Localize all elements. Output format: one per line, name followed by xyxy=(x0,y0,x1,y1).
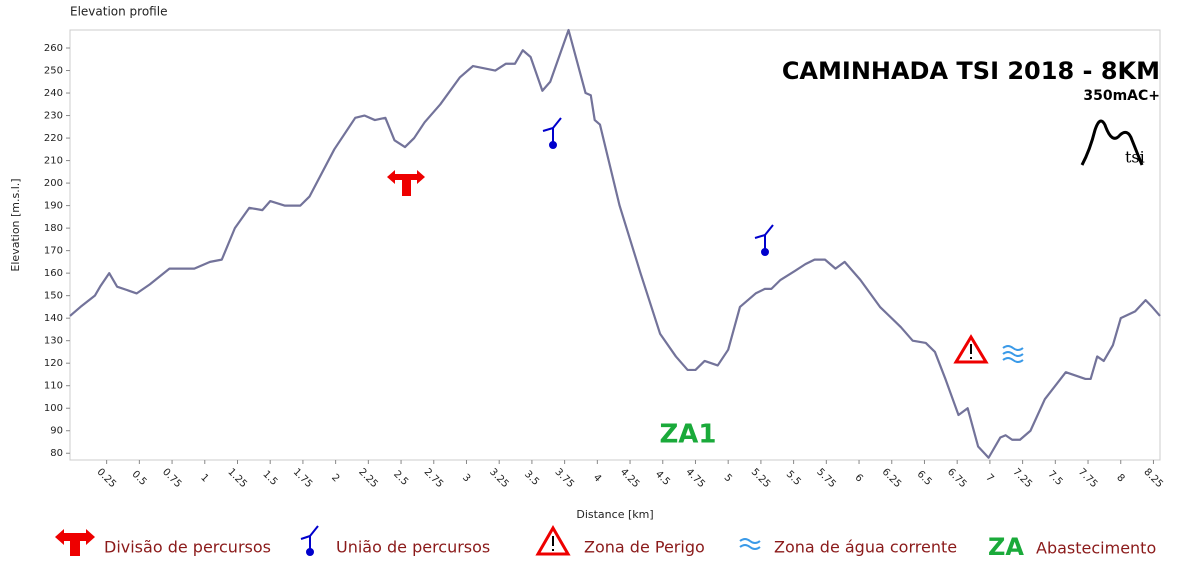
legend-label: Zona de água corrente xyxy=(774,538,957,557)
y-tick-label: 160 xyxy=(44,268,63,279)
y-tick-label: 250 xyxy=(44,66,63,77)
y-tick-label: 230 xyxy=(44,111,63,122)
x-tick-label: 2 xyxy=(329,472,341,484)
y-tick-label: 110 xyxy=(44,381,63,392)
legend-label: Divisão de percursos xyxy=(104,538,271,557)
legend-label: Abastecimento xyxy=(1036,539,1156,558)
logo: tsi xyxy=(1080,119,1145,167)
header: Elevation profile xyxy=(70,5,167,19)
split-icon xyxy=(387,170,425,196)
x-tick-label: 5 xyxy=(722,472,734,484)
x-tick-label: 5.5 xyxy=(784,469,803,488)
x-tick-label: 4.25 xyxy=(618,467,642,491)
x-tick-label: 7.75 xyxy=(1076,467,1100,491)
legend-label: Zona de Perigo xyxy=(584,538,705,557)
y-tick-label: 170 xyxy=(44,246,63,257)
y-tick-label: 120 xyxy=(44,358,63,369)
x-tick-label: 1.25 xyxy=(225,467,249,491)
x-tick-label: 8.25 xyxy=(1141,467,1165,491)
y-tick-label: 210 xyxy=(44,156,63,167)
x-tick-label: 4.75 xyxy=(683,467,707,491)
x-tick-label: 6.75 xyxy=(945,467,969,491)
y-tick-label: 90 xyxy=(50,426,63,437)
legend-label: União de percursos xyxy=(336,538,490,557)
y-tick-label: 260 xyxy=(44,43,63,54)
x-tick-label: 1.5 xyxy=(260,469,279,488)
x-tick-label: 7.25 xyxy=(1010,467,1034,491)
y-tick-label: 200 xyxy=(44,178,63,189)
y-tick-label: 80 xyxy=(50,448,63,459)
x-tick-label: 6.25 xyxy=(880,467,904,491)
x-tick-label: 0.25 xyxy=(95,467,119,491)
legend-danger-icon xyxy=(535,524,571,556)
x-tick-label: 7.5 xyxy=(1045,469,1064,488)
x-tick-label: 2.5 xyxy=(391,469,410,488)
x-tick-label: 3 xyxy=(460,472,472,484)
plot-frame xyxy=(69,29,1161,461)
x-tick-label: 6.5 xyxy=(915,469,934,488)
y-tick-label: 180 xyxy=(44,223,63,234)
x-tick-label: 8 xyxy=(1114,472,1126,484)
x-axis-label: Distance [km] xyxy=(576,508,653,521)
x-tick-label: 4 xyxy=(591,472,603,484)
y-tick-label: 140 xyxy=(44,313,63,324)
x-tick-label: 0.5 xyxy=(129,469,148,488)
logo-text: tsi xyxy=(1125,148,1145,167)
x-tick-label: 2.75 xyxy=(422,467,446,491)
x-tick-label: 1 xyxy=(198,472,210,484)
legend-za: ZA xyxy=(988,533,1024,559)
x-tick-label: 1.75 xyxy=(291,467,315,491)
y-tick-label: 100 xyxy=(44,403,63,414)
water-icon xyxy=(1002,345,1024,363)
x-tick-label: 7 xyxy=(983,472,995,484)
legend-split-icon xyxy=(55,529,95,556)
join-icon xyxy=(542,117,562,149)
x-tick-label: 3.75 xyxy=(553,467,577,491)
x-tick-label: 4.5 xyxy=(653,469,672,488)
danger-icon xyxy=(953,334,989,364)
elevation-line xyxy=(69,28,1161,459)
subtitle: 350mAC+ xyxy=(1083,88,1160,104)
x-tick-label: 3.25 xyxy=(487,467,511,491)
y-tick-label: 220 xyxy=(44,133,63,144)
y-tick-label: 150 xyxy=(44,291,63,302)
x-tick-label: 3.5 xyxy=(522,469,541,488)
join-icon xyxy=(754,224,774,256)
y-axis-label: Elevation [m.s.l.] xyxy=(9,178,22,271)
legend-join-icon xyxy=(300,525,319,556)
y-tick-label: 190 xyxy=(44,201,63,212)
x-tick-label: 2.25 xyxy=(356,467,380,491)
y-tick-label: 240 xyxy=(44,88,63,99)
legend-water-icon xyxy=(739,538,761,550)
x-tick-label: 6 xyxy=(853,472,865,484)
x-tick-label: 5.75 xyxy=(814,467,838,491)
annotation: ZA1 xyxy=(659,420,716,450)
x-tick-label: 5.25 xyxy=(749,467,773,491)
y-tick-label: 130 xyxy=(44,336,63,347)
x-tick-label: 0.75 xyxy=(160,467,184,491)
chart-title: CAMINHADA TSI 2018 - 8KM xyxy=(782,57,1160,85)
